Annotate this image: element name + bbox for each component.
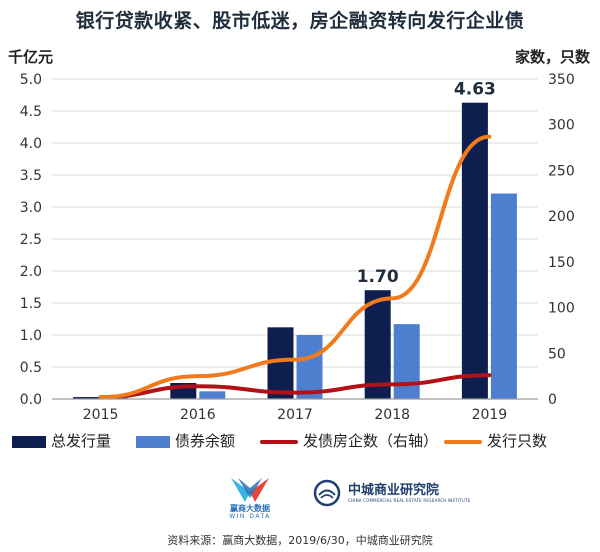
cb-logo-sub: CHINA COMMERCIAL REAL ESTATE RESEARCH IN… <box>348 498 471 503</box>
axes: 0.0 0.5 1.0 1.5 2.0 2.5 3.0 3.5 4.0 4.5 5.0 0 50 100 1… <box>20 72 575 423</box>
bar <box>296 335 323 399</box>
right-tick-label: 250 <box>548 163 575 179</box>
legend-label: 债券余额 <box>175 432 236 450</box>
bar <box>490 193 517 399</box>
right-tick-label: 300 <box>548 118 575 134</box>
left-tick-label: 4.0 <box>20 136 42 152</box>
bars <box>73 102 517 400</box>
x-tick-label: 2018 <box>374 407 410 423</box>
legend-item-bond-balance: 债券余额 <box>136 430 235 451</box>
right-tick-label: 350 <box>548 72 575 88</box>
legend-label: 总发行量 <box>51 432 112 450</box>
source-note: 资料来源：赢商大数据，2019/6/30，中城商业研究院 <box>167 534 433 547</box>
left-tick-label: 3.0 <box>20 200 42 216</box>
legend-swatch <box>444 439 482 444</box>
wind-data-logo: 赢商大数据 WIN DATA <box>222 476 278 521</box>
wind-logo-name: 赢商大数据 <box>230 504 270 513</box>
x-tick-label: 2017 <box>277 407 313 423</box>
left-axis-unit: 千亿元 <box>8 48 54 66</box>
bar <box>73 397 100 399</box>
wind-logo-sub: WIN DATA <box>229 513 271 520</box>
left-tick-label: 0.5 <box>20 360 42 376</box>
chart-title: 银行贷款收紧、股市低迷，房企融资转向发行企业债 <box>75 10 525 32</box>
x-tick-label: 2015 <box>83 407 119 423</box>
right-tick-label: 200 <box>548 209 575 225</box>
data-label: 1.70 <box>357 267 399 287</box>
right-tick-label: 150 <box>548 255 575 271</box>
legend-item-bond-count: 发行只数 <box>444 430 547 451</box>
right-tick-label: 0 <box>548 392 557 408</box>
combo-chart: 0.0 0.5 1.0 1.5 2.0 2.5 3.0 3.5 4.0 4.5 5.0 0 50 100 1… <box>20 72 575 423</box>
cb-logo-icon <box>313 479 341 507</box>
bar <box>364 290 391 399</box>
right-axis-unit: 家数，只数 <box>514 48 590 66</box>
bar <box>393 324 420 399</box>
legend-item-total-issuance: 总发行量 <box>12 430 111 451</box>
left-tick-label: 2.0 <box>20 264 42 280</box>
series-lines <box>98 134 492 400</box>
legend-swatch <box>136 435 170 448</box>
right-tick-label: 100 <box>548 301 575 317</box>
series-line <box>98 373 492 400</box>
right-tick-label: 50 <box>548 346 566 362</box>
left-tick-label: 0.0 <box>20 392 42 408</box>
x-tick-label: 2019 <box>472 407 508 423</box>
legend-swatch <box>12 435 46 448</box>
legend-item-issuer-count: 发债房企数（右轴） <box>260 430 438 451</box>
left-tick-label: 1.5 <box>20 296 42 312</box>
legend-label: 发行只数 <box>487 432 548 450</box>
left-tick-label: 1.0 <box>20 328 42 344</box>
left-tick-label: 2.5 <box>20 232 42 248</box>
bar <box>199 391 226 399</box>
legend-label: 发债房企数（右轴） <box>303 432 439 450</box>
bar <box>461 102 488 400</box>
left-tick-label: 5.0 <box>20 72 42 88</box>
series-line <box>98 134 492 400</box>
left-tick-label: 3.5 <box>20 168 42 184</box>
wind-logo-icon <box>231 478 269 502</box>
data-label: 4.63 <box>454 80 496 100</box>
data-labels: 1.70 4.63 <box>357 80 496 288</box>
legend-swatch <box>260 439 298 444</box>
x-tick-label: 2016 <box>180 407 216 423</box>
left-tick-label: 4.5 <box>20 104 42 120</box>
cb-logo-name: 中城商业研究院 <box>348 483 440 498</box>
